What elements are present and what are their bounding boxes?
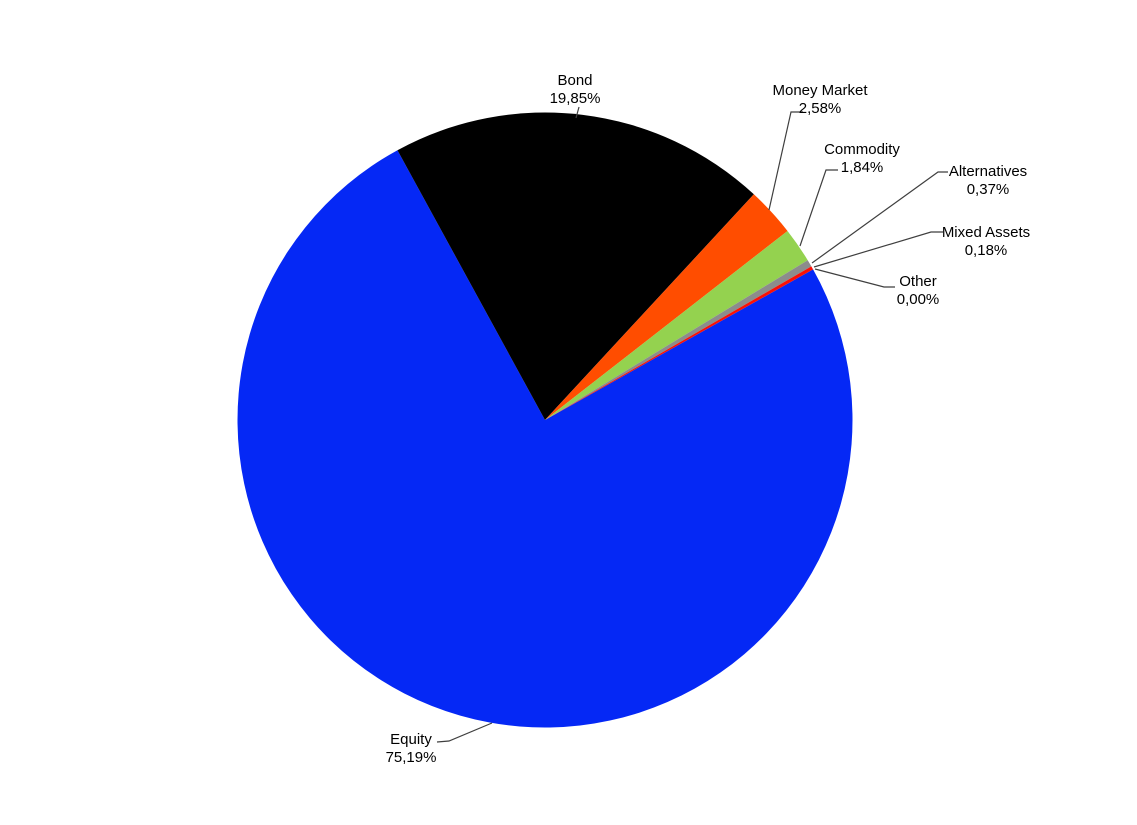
leader-line-mixed-assets bbox=[813, 231, 943, 268]
pie-label-name: Equity bbox=[390, 731, 432, 748]
leader-line-commodity bbox=[799, 169, 838, 247]
pie-label-alternatives: Alternatives 0,37% bbox=[949, 163, 1027, 199]
pie-slice-equity bbox=[237, 150, 853, 728]
leader-line-other bbox=[814, 268, 895, 288]
pie-label-name: Other bbox=[899, 273, 937, 290]
pie-label-name: Alternatives bbox=[948, 163, 1028, 180]
leader-line-equity bbox=[436, 722, 493, 743]
pie-label-other: Other 0,00% bbox=[897, 273, 940, 309]
pie-label-name: Bond bbox=[557, 72, 593, 89]
pie-label-equity: Equity 75,19% bbox=[386, 731, 437, 767]
pie-label-value: 0,00% bbox=[896, 291, 940, 308]
pie-slice-mixed-assets bbox=[545, 266, 814, 420]
pie-label-name: Mixed Assets bbox=[941, 224, 1031, 241]
pie-label-value: 0,37% bbox=[966, 181, 1010, 198]
pie-label-bond: Bond 19,85% bbox=[550, 72, 601, 108]
pie-label-commodity: Commodity 1,84% bbox=[824, 141, 900, 177]
pie-label-value: 1,84% bbox=[840, 159, 884, 176]
pie-label-value: 2,58% bbox=[798, 100, 842, 117]
pie-slice-money-market bbox=[545, 194, 788, 420]
pie-label-value: 0,18% bbox=[964, 242, 1008, 259]
pie-slice-bond bbox=[397, 112, 754, 420]
pie-slice-alternatives bbox=[545, 260, 812, 420]
pie-label-name: Money Market bbox=[772, 82, 868, 99]
pie-label-mixed-assets: Mixed Assets 0,18% bbox=[942, 224, 1030, 260]
leader-line-alternatives bbox=[811, 171, 948, 264]
pie-slice-commodity bbox=[545, 230, 808, 420]
pie-label-value: 75,19% bbox=[385, 749, 437, 766]
pie-label-name: Commodity bbox=[824, 141, 900, 158]
leader-line-bond bbox=[575, 106, 580, 119]
leader-line-money-market bbox=[768, 111, 803, 211]
pie-label-value: 19,85% bbox=[549, 90, 601, 107]
pie-label-money-market: Money Market 2,58% bbox=[772, 82, 867, 118]
